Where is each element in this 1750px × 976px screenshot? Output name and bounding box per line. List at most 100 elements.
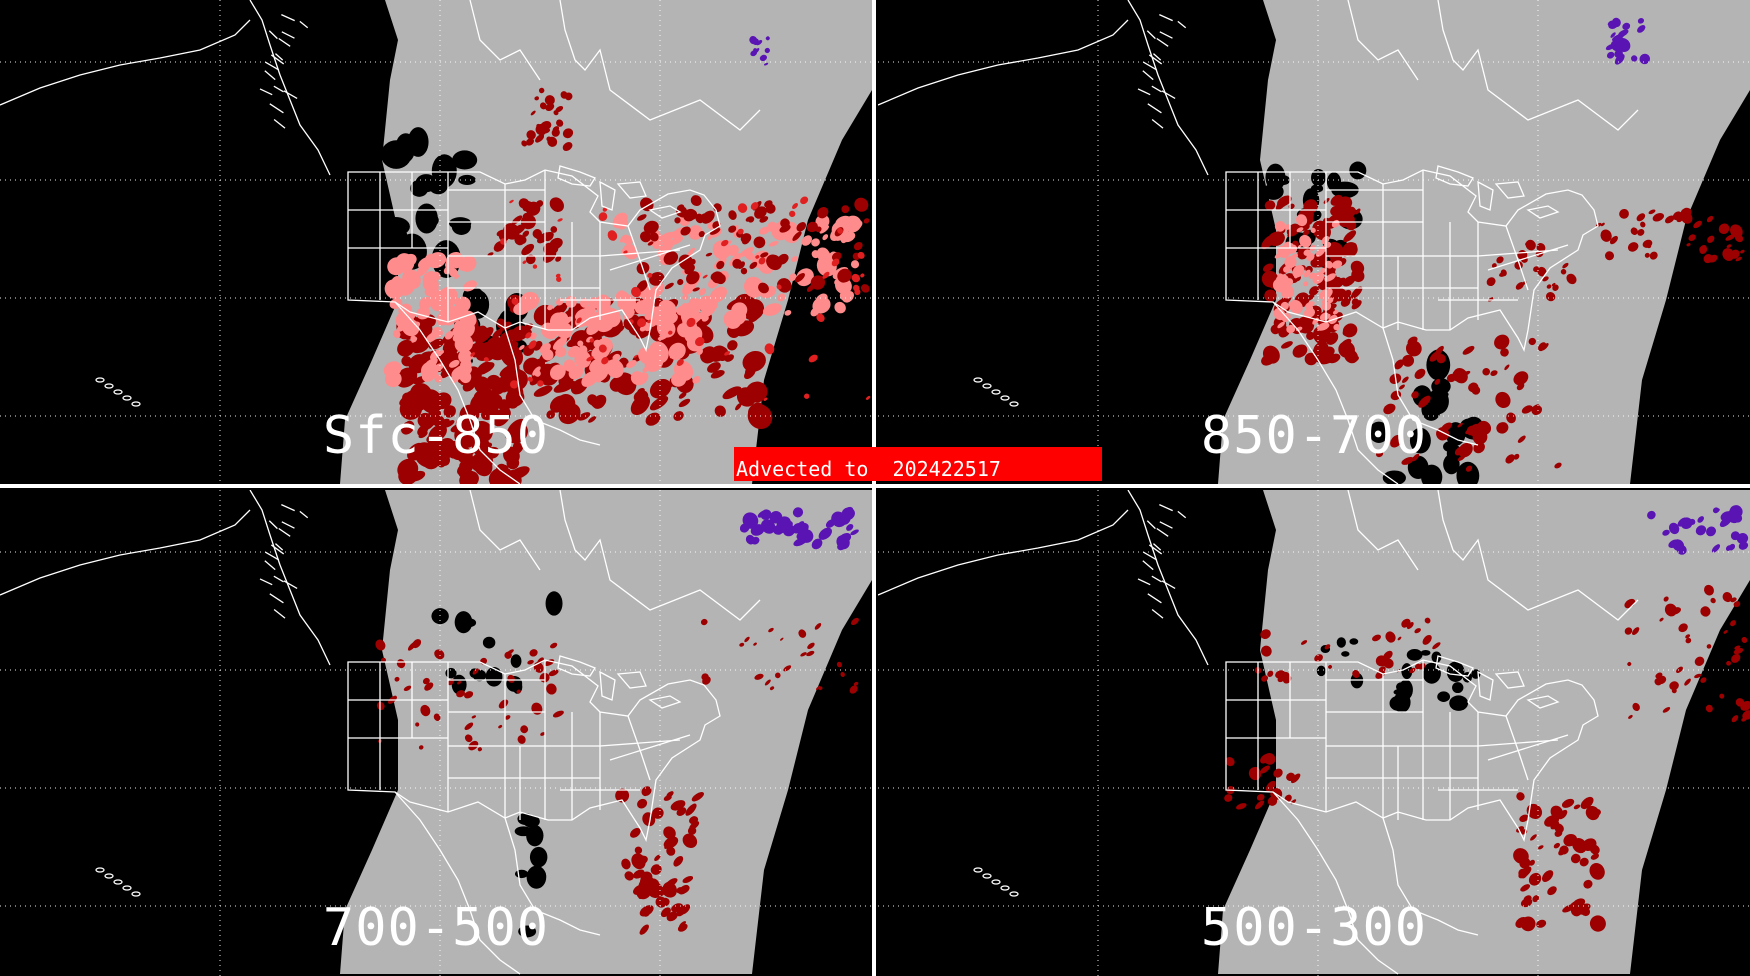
dark-red-feature <box>500 473 522 484</box>
light-red-feature <box>835 215 853 230</box>
advected-to-banner: Advected to 202422517 <box>734 447 1102 481</box>
dark-red-feature <box>546 683 557 695</box>
dark-red-feature <box>1504 364 1510 371</box>
dark-red-feature <box>1649 251 1658 260</box>
dark-red-feature <box>754 206 767 219</box>
dark-red-feature <box>1735 256 1742 262</box>
dark-red-feature <box>566 335 586 347</box>
dark-red-feature <box>624 871 634 881</box>
purple-feature <box>825 519 836 528</box>
boundary-lines <box>0 0 761 484</box>
dark-red-feature <box>645 412 661 426</box>
light-red-feature <box>626 360 637 369</box>
light-red-feature <box>1277 273 1284 280</box>
dark-red-feature <box>505 429 520 443</box>
dark-red-feature <box>663 251 679 265</box>
dark-red-feature <box>1694 673 1702 679</box>
purple-feature <box>1662 529 1670 536</box>
dark-red-feature <box>1566 273 1577 285</box>
dark-red-feature <box>517 735 526 744</box>
dark-red-feature <box>464 691 474 699</box>
light-red-feature <box>1296 227 1304 233</box>
horizontal-divider <box>0 484 1750 488</box>
dark-red-feature <box>1583 879 1593 889</box>
dark-red-feature <box>749 261 758 269</box>
purple-feature <box>818 527 832 540</box>
dark-red-feature <box>1740 249 1745 254</box>
red-feature <box>509 199 514 204</box>
dark-red-feature <box>1562 904 1575 913</box>
dark-red-feature <box>534 96 540 101</box>
missing-data-patch <box>1341 651 1350 657</box>
dark-red-feature <box>1284 794 1292 802</box>
dark-red-feature <box>1405 340 1422 357</box>
light-red-feature <box>451 373 461 383</box>
dark-red-feature <box>1302 229 1310 236</box>
dark-red-feature <box>1506 412 1516 424</box>
light-red-feature <box>383 361 402 378</box>
dark-red-feature <box>1663 596 1669 602</box>
purple-feature <box>1668 522 1680 535</box>
light-red-feature <box>606 359 624 379</box>
light-red-feature <box>834 301 846 314</box>
dark-red-feature <box>1290 773 1301 784</box>
light-red-feature <box>458 369 472 384</box>
dark-red-feature <box>472 668 479 675</box>
dark-red-feature <box>1684 678 1691 686</box>
dark-red-feature <box>527 659 534 665</box>
missing-data-patch <box>449 217 472 230</box>
light-red-feature <box>700 308 710 317</box>
dark-red-feature <box>525 201 541 216</box>
dark-red-feature <box>1297 317 1308 327</box>
dark-red-feature <box>1351 300 1362 310</box>
red-feature <box>532 264 538 269</box>
purple-feature <box>1676 544 1687 555</box>
dark-red-feature <box>1462 345 1475 355</box>
dark-red-feature <box>1730 620 1736 627</box>
light-red-feature <box>1303 249 1311 256</box>
light-red-feature <box>763 303 782 316</box>
dark-red-feature <box>403 685 412 692</box>
dark-red-feature <box>1547 886 1557 896</box>
missing-data-patch <box>1368 421 1389 443</box>
red-feature <box>598 212 608 222</box>
red-feature <box>631 286 641 298</box>
dark-red-feature <box>428 338 445 350</box>
purple-feature <box>761 519 776 534</box>
dark-red-feature <box>740 267 748 275</box>
dark-red-feature <box>1515 282 1524 290</box>
dark-red-feature <box>807 642 815 649</box>
dark-red-feature <box>1589 844 1600 855</box>
purple-feature <box>749 35 758 45</box>
dark-red-feature <box>637 214 647 221</box>
red-feature <box>755 255 760 259</box>
dark-red-feature <box>1306 331 1315 340</box>
red-feature <box>522 260 527 264</box>
dark-red-feature <box>1523 895 1532 903</box>
dark-red-feature <box>1313 341 1329 357</box>
dark-red-feature <box>1496 256 1504 264</box>
purple-feature <box>838 532 852 544</box>
dark-red-feature <box>395 367 418 388</box>
light-red-feature <box>449 359 460 368</box>
dark-red-feature <box>505 445 524 458</box>
dark-red-feature <box>670 800 686 811</box>
dark-red-feature <box>1579 857 1589 867</box>
red-feature <box>637 318 647 328</box>
dark-red-feature <box>1619 208 1629 219</box>
dark-red-feature <box>1654 677 1663 686</box>
light-red-feature <box>1284 256 1297 269</box>
missing-data-patch <box>1349 638 1359 645</box>
light-red-feature <box>816 247 830 261</box>
dark-red-feature <box>1402 354 1415 367</box>
dark-red-feature <box>526 130 536 140</box>
dark-red-feature <box>1324 644 1331 650</box>
dark-red-feature <box>1281 341 1293 349</box>
dark-red-feature <box>1372 634 1381 642</box>
purple-feature <box>1615 38 1628 49</box>
light-red-feature <box>421 361 439 380</box>
dark-red-feature <box>522 230 530 238</box>
dark-red-feature <box>698 231 705 238</box>
dark-red-feature <box>726 325 740 339</box>
dark-red-feature <box>806 221 818 233</box>
